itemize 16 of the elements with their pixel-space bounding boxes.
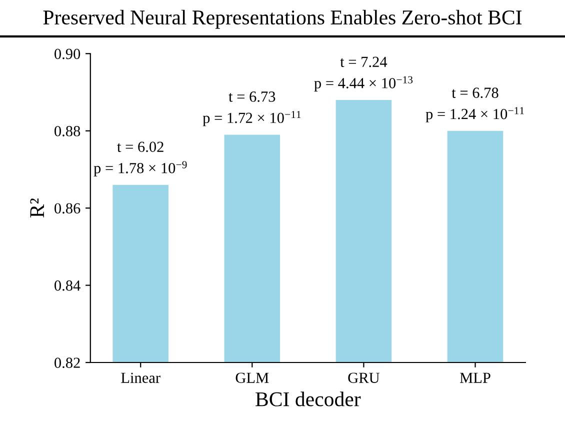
y-axis-title: R²: [30, 198, 44, 218]
y-tick-label: 0.90: [54, 48, 80, 60]
y-tick-label: 0.84: [54, 280, 80, 291]
chart-title: Preserved Neural Representations Enables Zero-shot BCI: [43, 10, 522, 29]
annotation: t = 7.24 p = 4.44 × 10$^{−13}$: [314, 56, 413, 92]
x-axis-title: BCI decoder: [256, 392, 361, 406]
annotation: t = 6.73 p = 1.72 × 10$^{−11}$: [202, 92, 301, 126]
y-tick-label: 0.86: [54, 203, 80, 214]
y-tick-label: 0.82: [54, 358, 80, 368]
x-tick-label: GRU: [348, 372, 380, 383]
x-tick-label: MLP: [460, 372, 490, 383]
annotation: t = 6.02 p = 1.78 × 10$^{−9}$: [94, 142, 187, 176]
x-tick-label: Linear: [121, 372, 160, 383]
y-tick-label: 0.88: [54, 126, 80, 136]
annotation: t = 6.78 p = 1.24 × 10$^{−11}$: [426, 88, 524, 122]
x-tick-label: GLM: [236, 372, 269, 383]
